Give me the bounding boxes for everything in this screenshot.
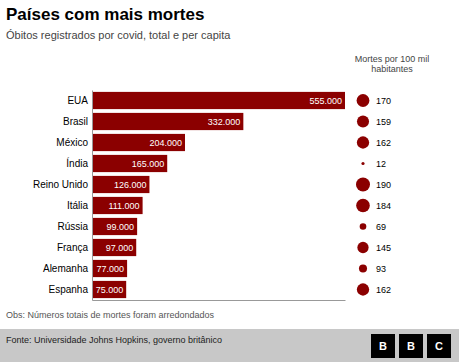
y-tick: Itália [67, 200, 92, 211]
y-tick: Rússia [57, 221, 92, 232]
y-tick-label: Rússia [57, 221, 88, 232]
dot [361, 162, 364, 165]
y-tick: EUA [67, 95, 92, 106]
y-tick: Índia [66, 157, 92, 169]
y-tick: Alemanha [43, 263, 92, 274]
logo-letter: B [407, 340, 415, 352]
logo-box [427, 334, 451, 358]
dot-labels: 170 159 162 12 190 184 69 145 93 162 [376, 96, 391, 295]
dot [357, 283, 369, 295]
dot-label: 145 [376, 243, 391, 253]
y-tick-label: Itália [67, 200, 89, 211]
logo: BBC [371, 334, 451, 358]
footnote: Obs: Números totais de mortes foram arre… [6, 310, 215, 320]
dot-label: 12 [376, 159, 386, 169]
dots [356, 94, 370, 296]
dot [356, 199, 370, 213]
dot-label: 162 [376, 285, 391, 295]
bar [92, 197, 143, 214]
bar [92, 260, 127, 277]
bar-labels: 555.000 332.000 204.000 165.000 126.000 111.0… [96, 96, 342, 295]
y-tick-label: México [56, 137, 88, 148]
bar [92, 218, 137, 235]
bar-label: 97.000 [106, 243, 134, 253]
y-tick: Brasil [63, 116, 92, 127]
dot-label: 162 [376, 138, 391, 148]
dot [360, 223, 367, 230]
bar-label: 165.000 [132, 159, 165, 169]
bar [92, 176, 149, 193]
dot [357, 94, 370, 107]
dot-label: 170 [376, 96, 391, 106]
bar [92, 239, 136, 256]
y-tick: França [57, 242, 92, 253]
dot-label: 93 [376, 264, 386, 274]
logo-letter: C [435, 340, 443, 352]
bar [92, 155, 167, 172]
bars [92, 92, 345, 298]
bar-label: 111.000 [108, 201, 139, 211]
y-tick: Espanha [49, 284, 92, 295]
dot-label: 190 [376, 180, 391, 190]
dot [357, 242, 368, 253]
y-tick-label: Espanha [49, 284, 89, 295]
y-tick-label: Brasil [63, 116, 88, 127]
bar-label: 204.000 [149, 138, 182, 148]
dot [359, 264, 367, 272]
bar [92, 92, 345, 109]
dot [356, 178, 370, 192]
y-axis-line [92, 91, 93, 301]
dot [357, 115, 369, 127]
y-tick-label: Reino Unido [33, 179, 88, 190]
bar-label: 75.000 [96, 285, 124, 295]
dot-label: 184 [376, 201, 391, 211]
logo-box [399, 334, 423, 358]
logo-box [371, 334, 395, 358]
y-tick-label: Alemanha [43, 263, 88, 274]
y-tick: Reino Unido [33, 179, 92, 190]
source: Fonte: Universidade Johns Hopkins, gover… [6, 335, 222, 345]
bar-label: 99.000 [107, 222, 135, 232]
bar [92, 134, 185, 151]
chart: Países com mais mortes Óbitos registrados… [0, 0, 459, 362]
title: Países com mais mortes [6, 5, 204, 24]
x-axis-line [93, 300, 346, 301]
y-tick-label: EUA [67, 95, 88, 106]
dot-label: 69 [376, 222, 386, 232]
dot-header: Mortes por 100 milhabitantes [355, 54, 430, 74]
dot-label: 159 [376, 117, 391, 127]
bar-label: 77.000 [97, 264, 125, 274]
y-tick-label: França [57, 242, 89, 253]
y-tick-label: Índia [66, 157, 88, 169]
subtitle: Óbitos registrados por covid, total e pe… [6, 29, 231, 41]
logo-letter: B [379, 340, 387, 352]
bar [92, 113, 243, 130]
bar-label: 555.000 [309, 96, 342, 106]
footer [0, 329, 459, 362]
bar-label: 332.000 [208, 117, 241, 127]
x-axis [93, 300, 346, 301]
y-tick: México [56, 137, 92, 148]
y-axis: EUA Brasil México Índia Reino Unido Itália Rús… [33, 91, 93, 301]
bar-label: 126.000 [114, 180, 147, 190]
bar [92, 281, 126, 298]
dot [357, 136, 369, 148]
